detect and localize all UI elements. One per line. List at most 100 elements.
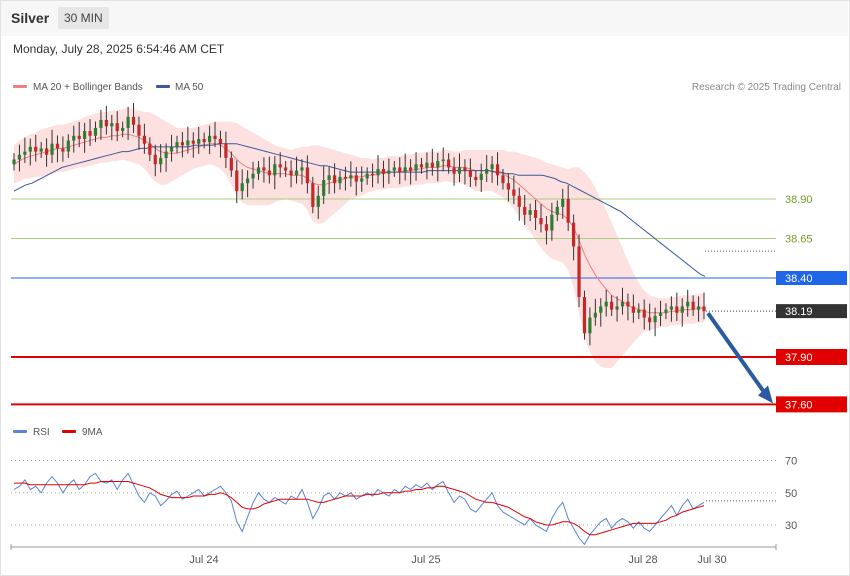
candle-bear	[224, 143, 228, 158]
forecast-arrow-group	[706, 312, 773, 404]
candle-bear	[332, 175, 337, 184]
candle-bear	[311, 183, 315, 207]
candle-bull	[441, 159, 445, 162]
candle-bull	[436, 161, 440, 168]
candle-bull	[637, 309, 641, 313]
candle-bear	[631, 306, 635, 313]
candle-bull	[256, 167, 261, 174]
candle-bear	[180, 142, 185, 146]
candle-bear	[284, 167, 288, 171]
candle-bull	[349, 175, 353, 179]
candle-bull	[414, 164, 418, 171]
timeframe-badge[interactable]: 30 MIN	[58, 7, 109, 29]
candle-bull	[246, 178, 250, 184]
candle-bull	[327, 175, 331, 181]
candle-bear	[544, 224, 549, 231]
candle-bull	[403, 167, 407, 173]
candle-bull	[240, 183, 244, 192]
bollinger-band	[14, 107, 704, 369]
last-price-label: 38.19	[785, 306, 813, 318]
candle-bull	[615, 306, 619, 310]
candle-bull	[175, 142, 179, 147]
x-axis: Jul 24 Jul 25 Jul 28 Jul 30	[10, 544, 777, 566]
candle-bear	[137, 124, 141, 136]
resistance-label: 38.65	[785, 234, 813, 246]
candle-bull	[169, 146, 174, 152]
candle-bull	[12, 159, 16, 165]
candle-bear	[572, 222, 576, 247]
ma50-line	[13, 143, 706, 277]
candle-bear	[131, 116, 136, 125]
rsi-level-label: 50	[785, 488, 797, 500]
ma20-legend-swatch	[13, 85, 27, 88]
candle-bear	[142, 135, 146, 144]
candle-bull	[207, 135, 212, 143]
candle-bear	[202, 138, 206, 143]
candle-bear	[447, 159, 451, 168]
candle-bear	[474, 176, 478, 181]
candle-bear	[148, 143, 152, 155]
candle-bear	[278, 164, 282, 168]
candle-bull	[376, 168, 380, 176]
candle-bull	[599, 306, 603, 313]
candle-bull	[300, 167, 304, 171]
rsi-level-label: 70	[785, 456, 797, 468]
candle-bear	[61, 148, 65, 152]
candle-bear	[34, 146, 38, 152]
pivot-label: 38.40	[785, 273, 813, 285]
candle-bull	[680, 306, 684, 313]
candle-bear	[566, 199, 570, 223]
candle-bear	[343, 176, 348, 179]
candle-bull	[251, 173, 255, 179]
candle-bear	[452, 167, 456, 174]
ma20-line	[13, 133, 704, 314]
candle-bull	[110, 123, 114, 127]
candle-bear	[517, 195, 521, 207]
candle-bear	[55, 143, 60, 149]
candle-bear	[213, 135, 217, 139]
candle-bull	[273, 164, 277, 176]
forecast-arrow-shaft	[706, 312, 767, 395]
candle-bull	[387, 170, 391, 174]
candle-bull	[17, 154, 22, 160]
candle-bull	[664, 309, 668, 313]
candle-bear	[419, 164, 424, 168]
candle-bull	[50, 143, 54, 155]
candle-bear	[702, 306, 706, 312]
candle-bull	[322, 180, 326, 196]
candle-bear	[88, 131, 92, 136]
level-labels: 38.90 38.65 38.40 38.19 37.90 37.60	[776, 194, 847, 413]
candle-bull	[593, 312, 597, 318]
candle-bull	[555, 206, 559, 215]
candle-bear	[77, 135, 81, 139]
candle-bear	[610, 301, 614, 310]
pivot-label-box	[776, 271, 847, 285]
candle-bull	[696, 306, 701, 310]
candle-bear	[642, 309, 646, 318]
candle-bear	[115, 123, 119, 132]
rsi-ma-line	[14, 481, 705, 536]
candle-bull	[457, 167, 462, 174]
candle-bear	[430, 162, 434, 168]
candle-bear	[262, 167, 266, 171]
candle-bull	[653, 315, 657, 323]
candle-bear	[381, 168, 386, 174]
candle-bull	[83, 131, 87, 139]
rsi-legend-label: RSI	[33, 427, 50, 438]
candle-bear	[533, 210, 538, 218]
instrument-title: Silver	[11, 10, 50, 26]
copyright-text: Research © 2025 Trading Central	[692, 82, 841, 93]
candle-bear	[512, 189, 516, 196]
moving-averages	[13, 133, 706, 314]
candle-bear	[354, 175, 358, 182]
candle-bull	[588, 317, 592, 334]
candle-bull	[620, 301, 625, 307]
x-tick-label: Jul 24	[189, 554, 218, 566]
candle-bull	[126, 116, 130, 128]
support-label-box	[776, 396, 847, 413]
candle-bull	[490, 164, 494, 169]
candle-bear	[191, 140, 195, 144]
candle-bear	[495, 164, 500, 176]
x-tick-label: Jul 25	[411, 554, 440, 566]
